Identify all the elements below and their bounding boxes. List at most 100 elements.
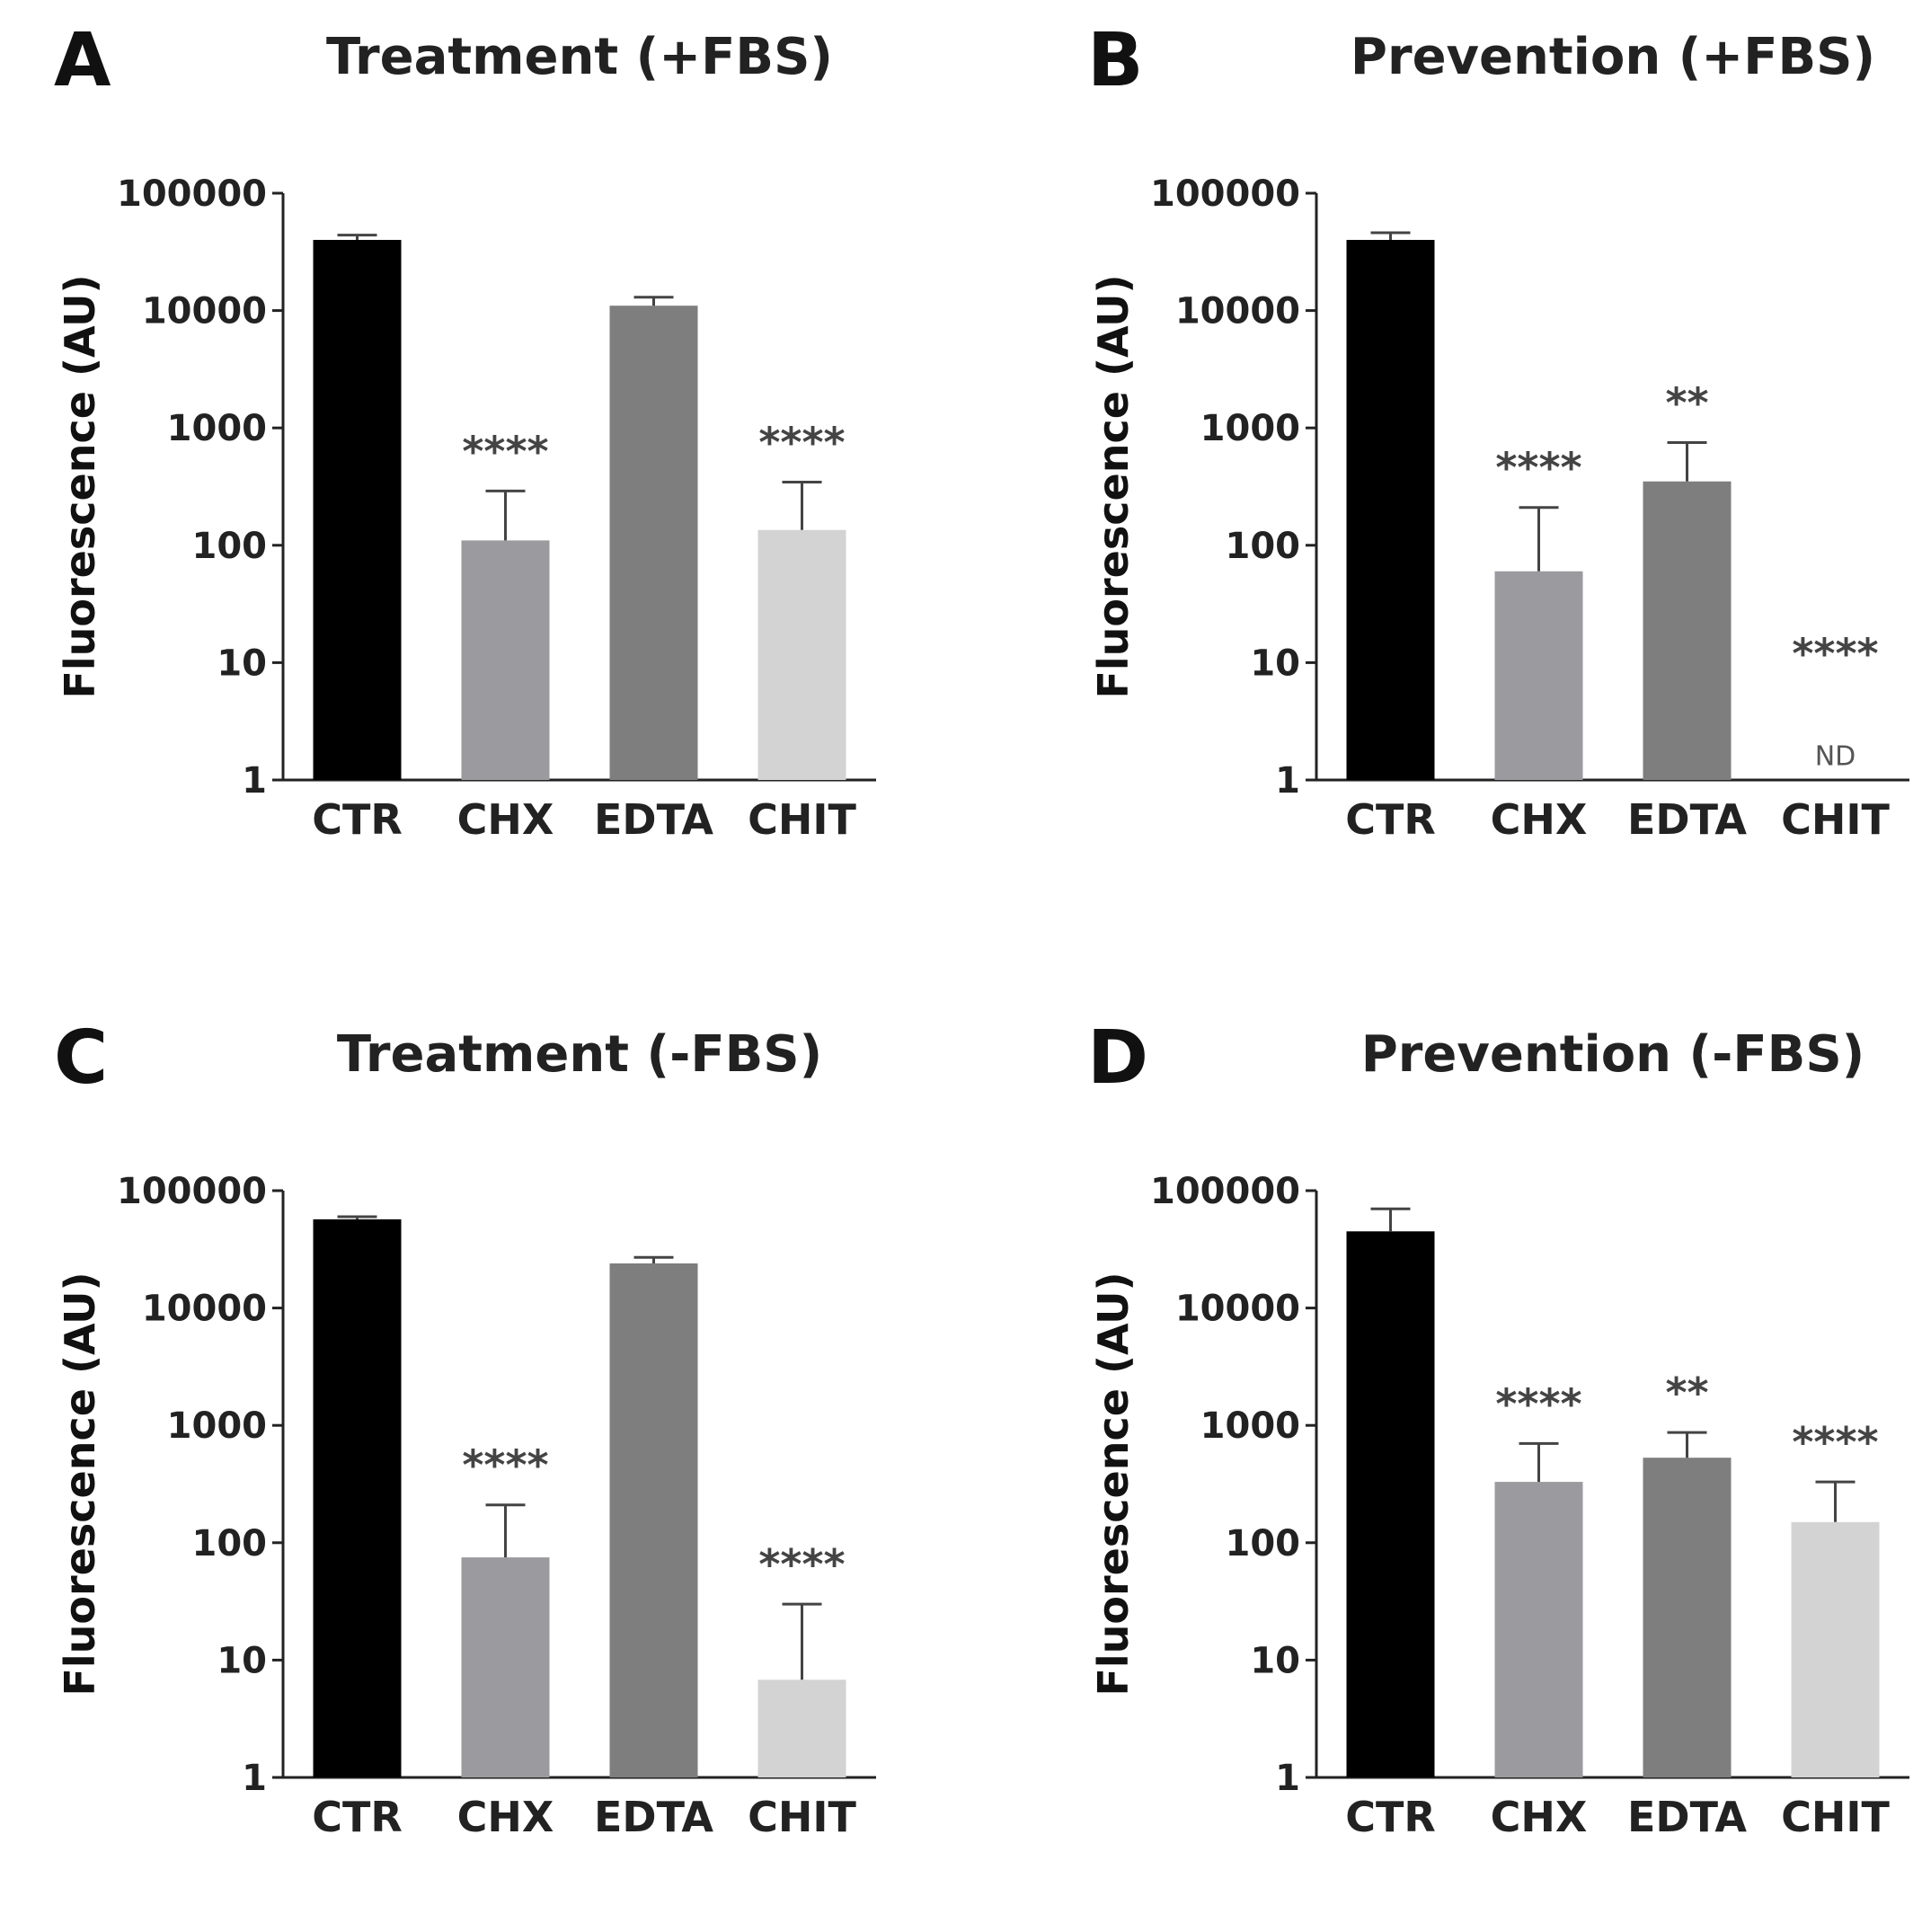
y-tick-label: 10 (217, 1640, 267, 1681)
category-label: CHX (1491, 795, 1588, 844)
chart-title: Prevention (-FBS) (1361, 1025, 1865, 1084)
error-bar (633, 296, 674, 306)
y-tick-label: 1 (242, 1758, 267, 1799)
category-label: CTR (1345, 795, 1436, 844)
significance-label: **** (758, 1540, 845, 1589)
chart-title: Prevention (+FBS) (1351, 28, 1875, 86)
panel-c: C Treatment (-FBS) Fluorescence (AU) 1 10 100… (0, 997, 952, 1932)
bar-chx (1494, 571, 1583, 780)
error-bar (337, 234, 377, 240)
chart-svg: B Prevention (+FBS) Fluorescence (AU) 1 10 10… (1087, 18, 1909, 844)
y-tick-label: 1 (242, 760, 267, 802)
bar-chit (757, 529, 846, 780)
panel-letter: D (1087, 1015, 1148, 1101)
error-bar (1519, 1441, 1559, 1483)
significance-label: ** (1665, 379, 1708, 428)
error-bar (1667, 1431, 1707, 1458)
error-bar (633, 1255, 674, 1263)
category-label: CHX (457, 1793, 554, 1841)
bar-edta (1643, 1458, 1732, 1777)
bar-edta (1643, 481, 1732, 780)
y-tick-label: 100000 (1150, 1171, 1300, 1212)
bar-ctr (313, 1219, 402, 1777)
error-bar (1815, 1480, 1856, 1522)
chart-svg: C Treatment (-FBS) Fluorescence (AU) 1 10 100… (54, 1015, 876, 1841)
bar-edta (609, 306, 698, 781)
panel-d: D Prevention (-FBS) Fluorescence (AU) 1 10 10… (1033, 997, 1931, 1932)
y-tick-label: 100000 (1150, 173, 1300, 215)
y-tick-label: 10 (217, 643, 267, 684)
y-tick-label: 1 (1275, 760, 1300, 802)
category-label: CTR (312, 1793, 403, 1841)
y-tick-label: 10000 (142, 1289, 267, 1330)
category-label: CTR (1345, 1793, 1436, 1841)
error-bar (337, 1215, 377, 1219)
category-label: EDTA (1627, 1793, 1747, 1841)
error-bar (782, 1602, 822, 1680)
y-tick-label: 10 (1250, 1640, 1300, 1681)
y-tick-label: 1000 (1200, 408, 1300, 449)
y-tick-label: 100 (1226, 526, 1301, 567)
panel-letter: A (54, 18, 111, 103)
significance-label: **** (1792, 629, 1878, 678)
bar-ctr (313, 239, 402, 781)
y-tick-label: 100000 (117, 173, 267, 215)
y-tick-label: 100 (192, 1523, 268, 1564)
y-tick-label: 100000 (117, 1171, 267, 1212)
bar-edta (609, 1263, 698, 1777)
chart-svg: A Treatment (+FBS) Fluorescence (AU) 1 10 100… (54, 18, 876, 844)
significance-label: ** (1665, 1369, 1708, 1417)
chart-title: Treatment (+FBS) (326, 28, 833, 86)
error-bar (485, 489, 526, 541)
category-label: CTR (312, 795, 403, 844)
chart-svg: D Prevention (-FBS) Fluorescence (AU) 1 10 10… (1087, 1015, 1909, 1841)
significance-label: **** (1792, 1418, 1878, 1467)
significance-label: **** (462, 1441, 548, 1490)
y-tick-label: 10000 (1175, 1289, 1300, 1330)
y-axis-label: Fluorescence (AU) (56, 274, 104, 698)
category-label: EDTA (1627, 795, 1747, 844)
bar-ctr (1346, 239, 1435, 781)
y-tick-label: 10000 (1175, 291, 1300, 332)
error-bar (1370, 231, 1411, 240)
y-tick-label: 1000 (1200, 1405, 1300, 1447)
y-tick-label: 1 (1275, 1758, 1300, 1799)
bar-chx (461, 1557, 550, 1777)
y-axis-label: Fluorescence (AU) (1089, 274, 1138, 698)
category-label: CHIT (748, 795, 856, 844)
category-label: EDTA (594, 1793, 713, 1841)
error-bar (782, 481, 822, 530)
y-tick-label: 10 (1250, 643, 1300, 684)
significance-label: **** (1495, 1379, 1581, 1428)
chart-title: Treatment (-FBS) (337, 1025, 822, 1084)
category-label: CHX (457, 795, 554, 844)
y-axis-label: Fluorescence (AU) (56, 1272, 104, 1696)
error-bar (1370, 1207, 1411, 1232)
significance-label: **** (1495, 444, 1581, 492)
bar-chx (1494, 1482, 1583, 1777)
significance-label: **** (758, 419, 845, 467)
significance-label: **** (462, 427, 548, 475)
y-tick-label: 1000 (167, 408, 267, 449)
not-detected-label: ND (1815, 740, 1856, 772)
bar-ctr (1346, 1231, 1435, 1777)
category-label: CHIT (1781, 795, 1890, 844)
bar-chit (757, 1679, 846, 1777)
panel-a: A Treatment (+FBS) Fluorescence (AU) 1 10 100… (0, 0, 952, 935)
y-tick-label: 100 (192, 526, 268, 567)
panel-b: B Prevention (+FBS) Fluorescence (AU) 1 10 10… (1033, 0, 1931, 935)
panel-letter: B (1087, 18, 1144, 103)
y-axis-label: Fluorescence (AU) (1089, 1272, 1138, 1696)
y-tick-label: 100 (1226, 1523, 1301, 1564)
category-label: CHIT (748, 1793, 856, 1841)
bar-chit (1791, 1521, 1880, 1777)
error-bar (1519, 506, 1559, 572)
panel-letter: C (54, 1015, 108, 1101)
y-tick-label: 1000 (167, 1405, 267, 1447)
error-bar (485, 1503, 526, 1558)
category-label: CHX (1491, 1793, 1588, 1841)
category-label: CHIT (1781, 1793, 1890, 1841)
category-label: EDTA (594, 795, 713, 844)
y-tick-label: 10000 (142, 291, 267, 332)
bar-chx (461, 540, 550, 780)
